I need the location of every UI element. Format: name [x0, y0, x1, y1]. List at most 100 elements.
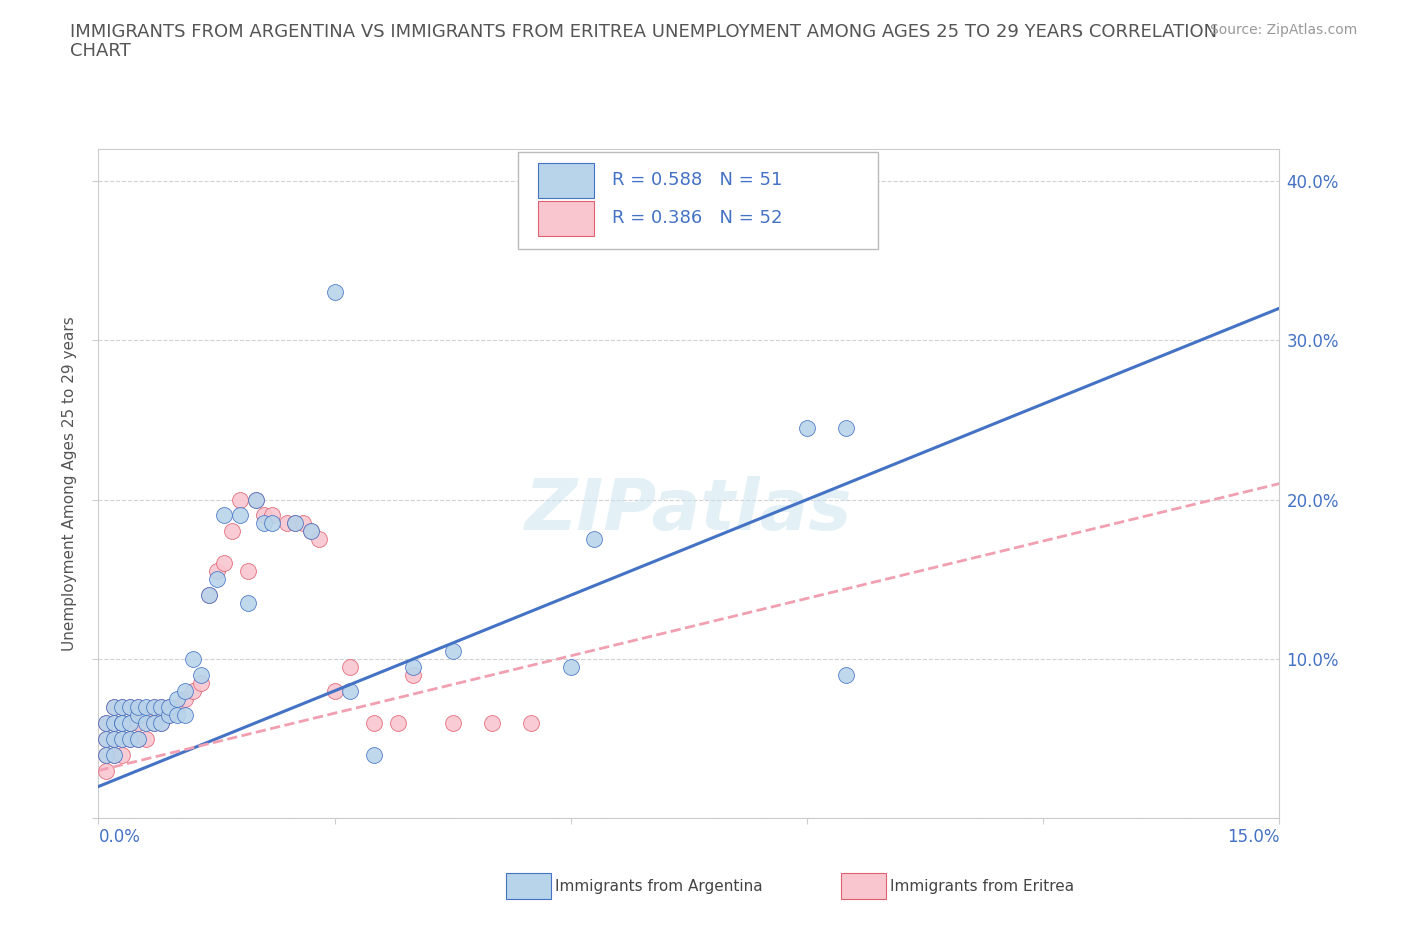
Point	[197, 588, 219, 603]
Point	[96, 764, 118, 778]
Point	[284, 516, 307, 531]
Point	[103, 715, 125, 730]
Point	[181, 652, 204, 667]
Point	[111, 731, 134, 746]
Point	[96, 715, 118, 730]
Point	[190, 675, 212, 690]
Point	[157, 699, 180, 714]
Point	[441, 715, 464, 730]
Text: IMMIGRANTS FROM ARGENTINA VS IMMIGRANTS FROM ERITREA UNEMPLOYMENT AMONG AGES 25 : IMMIGRANTS FROM ARGENTINA VS IMMIGRANTS …	[70, 23, 1218, 41]
Point	[835, 668, 858, 683]
Point	[103, 747, 125, 762]
Point	[150, 699, 173, 714]
Text: ZIPatlas: ZIPatlas	[526, 476, 852, 545]
Point	[103, 731, 125, 746]
Point	[150, 715, 173, 730]
Point	[157, 708, 180, 723]
Point	[103, 747, 125, 762]
Point	[835, 420, 858, 435]
Point	[174, 691, 197, 706]
Point	[197, 588, 219, 603]
Point	[387, 715, 409, 730]
Point	[96, 731, 118, 746]
Point	[96, 731, 118, 746]
Text: R = 0.588   N = 51: R = 0.588 N = 51	[612, 171, 783, 190]
Point	[299, 524, 322, 538]
Bar	[537, 201, 595, 236]
Y-axis label: Unemployment Among Ages 25 to 29 years: Unemployment Among Ages 25 to 29 years	[62, 316, 77, 651]
Point	[157, 708, 180, 723]
Text: R = 0.386   N = 52: R = 0.386 N = 52	[612, 209, 783, 228]
Point	[127, 699, 149, 714]
Point	[229, 492, 252, 507]
Point	[214, 508, 236, 523]
Point	[166, 699, 188, 714]
Point	[441, 644, 464, 658]
Point	[402, 668, 425, 683]
Point	[363, 715, 385, 730]
Point	[299, 524, 322, 538]
Point	[135, 699, 157, 714]
Point	[181, 684, 204, 698]
Point	[118, 715, 141, 730]
Point	[118, 731, 141, 746]
Point	[174, 684, 197, 698]
Point	[118, 715, 141, 730]
Point	[142, 699, 165, 714]
Point	[253, 508, 276, 523]
Point	[142, 699, 165, 714]
Point	[127, 708, 149, 723]
Bar	[537, 163, 595, 198]
Point	[229, 508, 252, 523]
Point	[339, 684, 361, 698]
Point	[111, 747, 134, 762]
Point	[142, 715, 165, 730]
Point	[96, 747, 118, 762]
Point	[96, 747, 118, 762]
Point	[111, 731, 134, 746]
Point	[135, 708, 157, 723]
Point	[583, 532, 606, 547]
Point	[103, 731, 125, 746]
Point	[236, 596, 259, 611]
Point	[166, 691, 188, 706]
Point	[560, 659, 582, 674]
Point	[323, 684, 346, 698]
Point	[402, 659, 425, 674]
Point	[103, 715, 125, 730]
Point	[111, 715, 134, 730]
Point	[205, 564, 228, 578]
Point	[174, 708, 197, 723]
Point	[190, 668, 212, 683]
Point	[127, 731, 149, 746]
Point	[276, 516, 298, 531]
Point	[481, 715, 503, 730]
Point	[111, 715, 134, 730]
Point	[111, 699, 134, 714]
Point	[520, 715, 543, 730]
Point	[150, 699, 173, 714]
Point	[292, 516, 315, 531]
Point	[236, 564, 259, 578]
Point	[135, 715, 157, 730]
Point	[103, 699, 125, 714]
Point	[166, 708, 188, 723]
Text: 15.0%: 15.0%	[1227, 828, 1279, 845]
Point	[339, 659, 361, 674]
Text: Immigrants from Eritrea: Immigrants from Eritrea	[890, 879, 1074, 894]
Point	[205, 572, 228, 587]
Point	[111, 699, 134, 714]
Point	[111, 715, 134, 730]
Point	[150, 715, 173, 730]
Point	[103, 699, 125, 714]
Point	[127, 715, 149, 730]
Text: Immigrants from Argentina: Immigrants from Argentina	[555, 879, 763, 894]
Point	[214, 556, 236, 571]
Point	[118, 699, 141, 714]
Point	[245, 492, 267, 507]
Point	[323, 285, 346, 299]
Point	[221, 524, 243, 538]
Point	[363, 747, 385, 762]
Point	[157, 699, 180, 714]
Point	[127, 699, 149, 714]
